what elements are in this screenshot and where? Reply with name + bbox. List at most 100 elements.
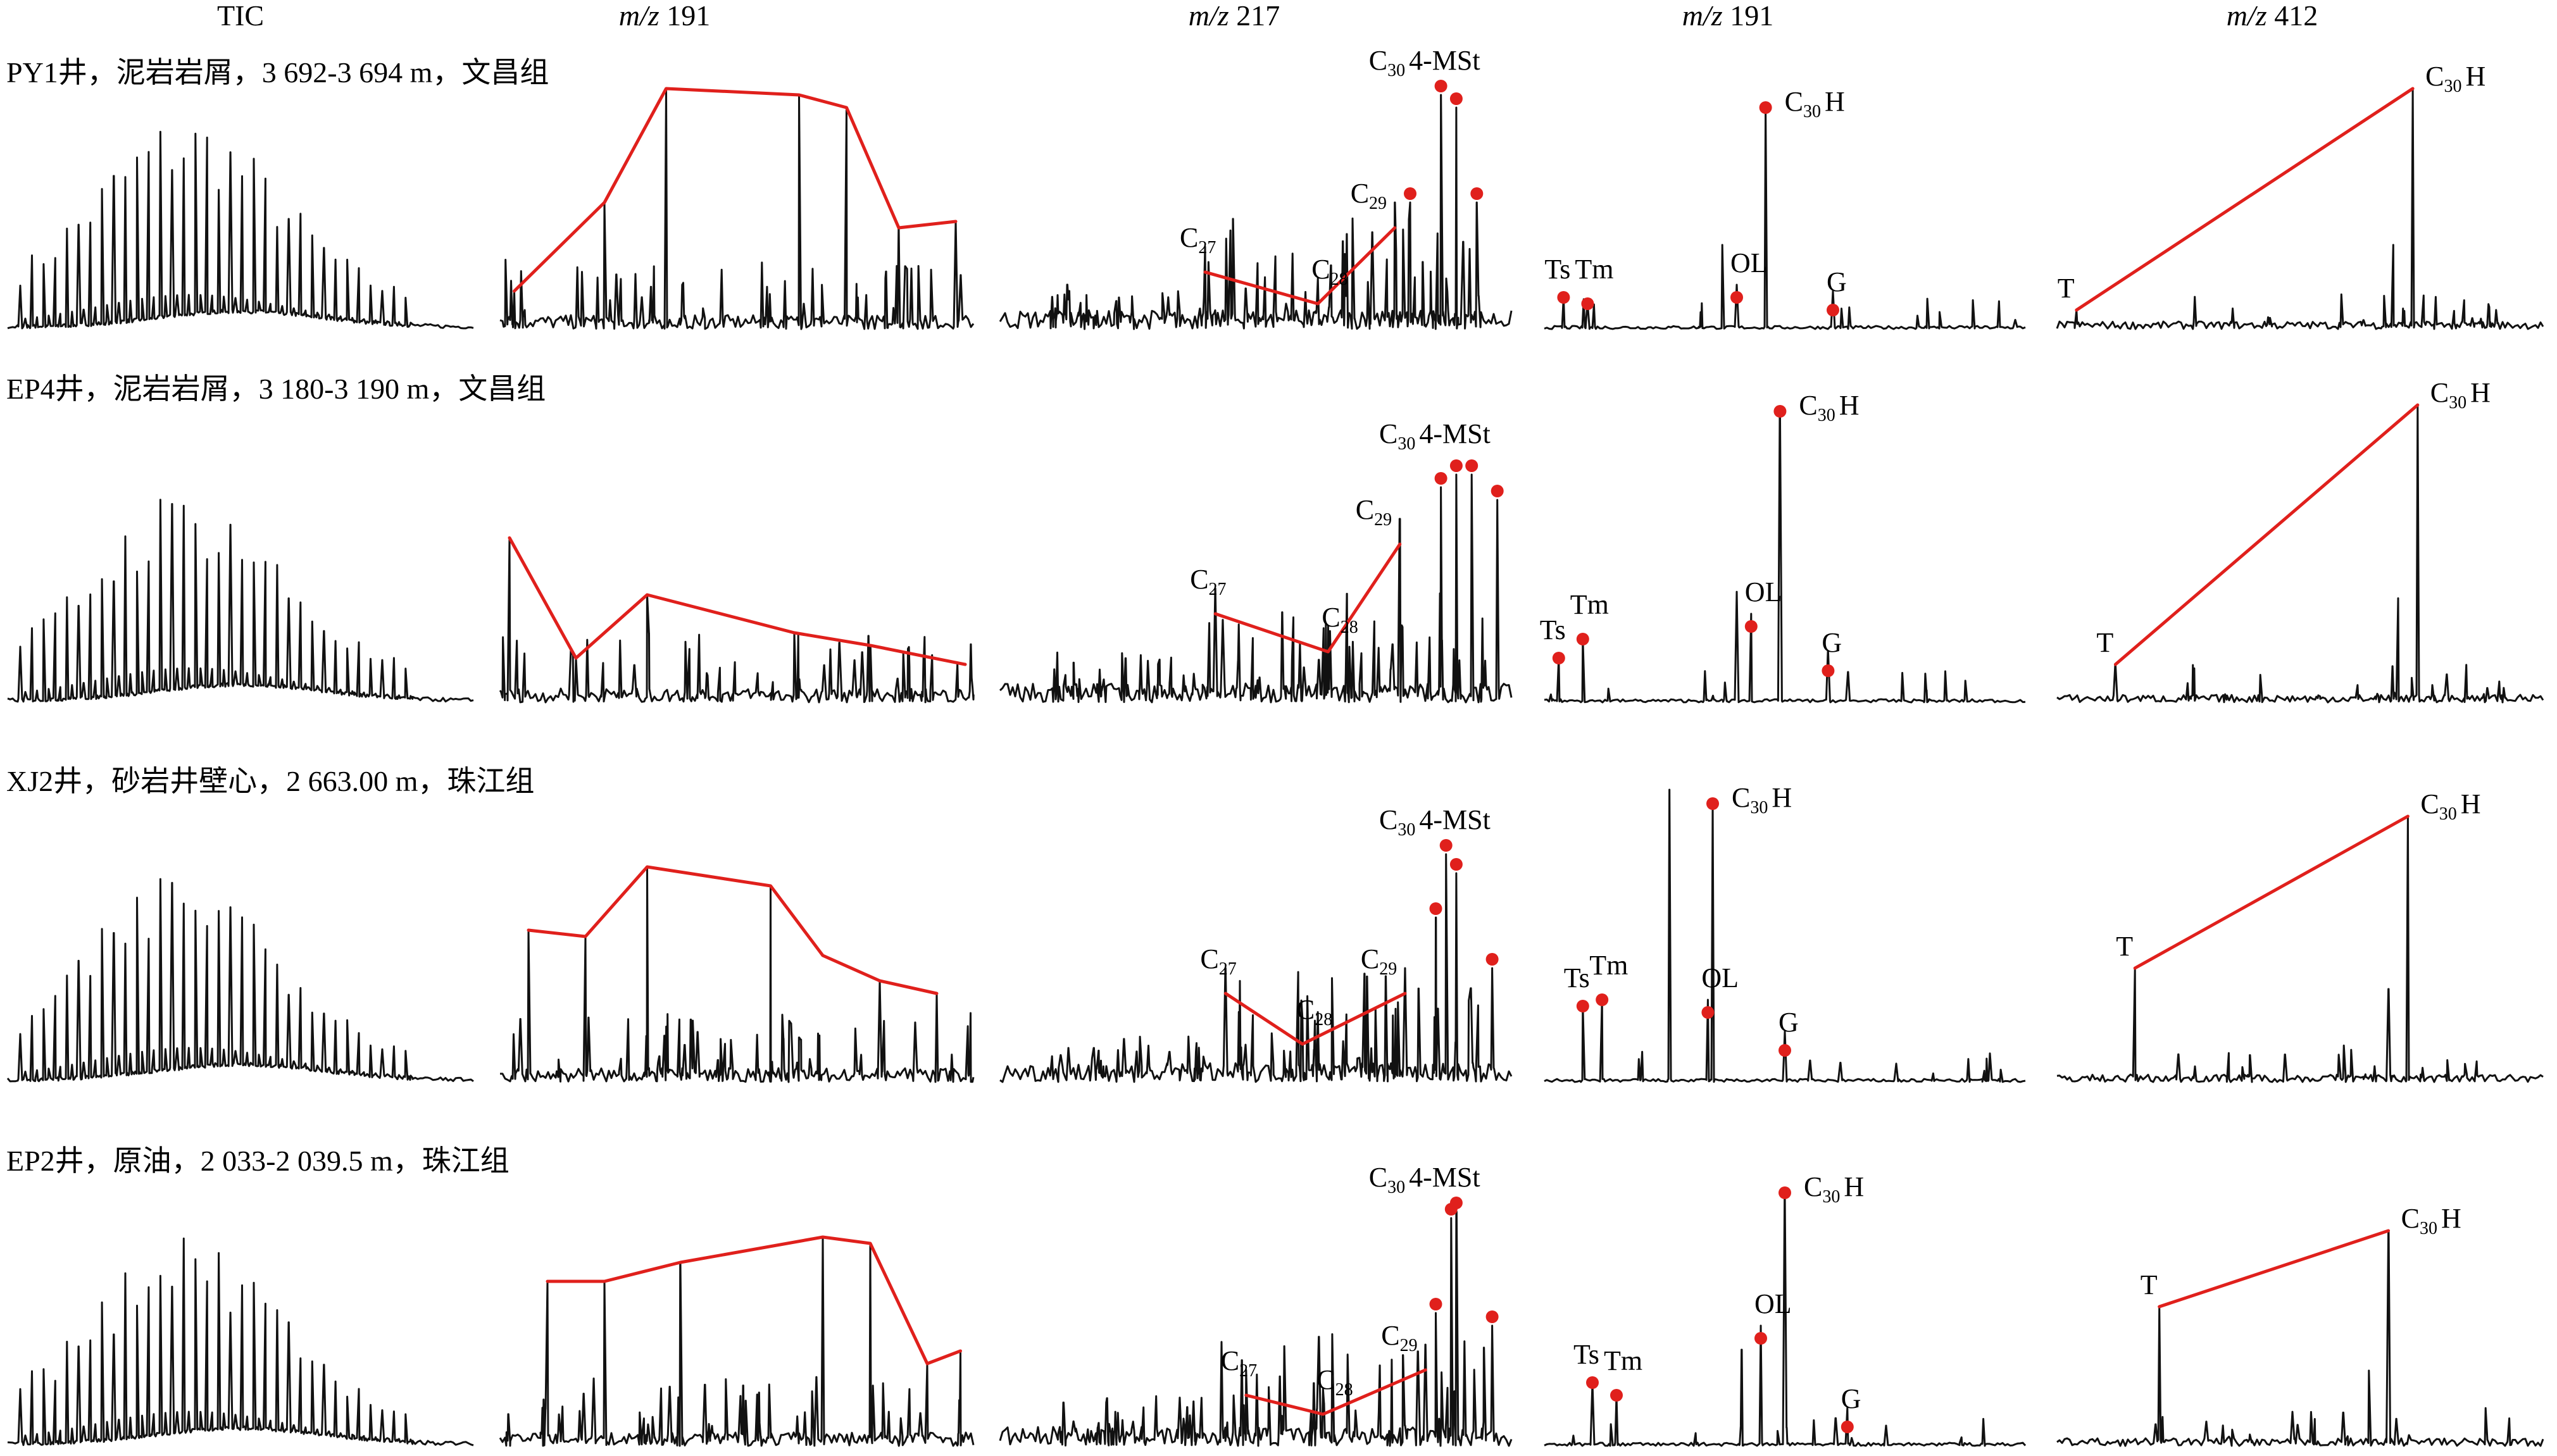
peak-label-c30h: C30 H [1732, 782, 1792, 818]
sterane-ternary-line [1223, 992, 1407, 1046]
peak-label-t: T [2058, 273, 2075, 304]
chromatogram-trace [500, 866, 975, 1083]
chromatogram-trace [999, 473, 1513, 704]
peak-marker [1552, 652, 1565, 664]
peak-marker [1586, 1376, 1599, 1389]
tricyclic-envelope-line [527, 865, 939, 995]
peak-label-t: T [2096, 627, 2113, 658]
t-c30h-line [2113, 403, 2420, 666]
t-c30h-line [2158, 1229, 2391, 1309]
panel-5: T C30 H [2056, 1203, 2544, 1447]
sample-row-3: XJ2井，砂岩井壁心，2 663.00 m，珠江组 C27 C28 C29 C30 4-M… [6, 765, 2544, 1083]
chromatogram-trace [499, 87, 975, 330]
peak-label-tm: Tm [1575, 254, 1613, 285]
t-c30h-line [2075, 87, 2415, 312]
peak-marker [1557, 291, 1570, 304]
peak-label-4-mst: C30 4-MSt [1369, 45, 1480, 80]
chromatogram-trace [2056, 404, 2544, 704]
panel-2 [500, 865, 975, 1083]
panel-2 [499, 536, 975, 704]
t-c30h-line [2133, 814, 2410, 970]
sample-label: EP2井，原油，2 033-2 039.5 m，珠江组 [6, 1145, 510, 1177]
peak-label-tm: Tm [1589, 950, 1628, 981]
chromatogram-trace [1544, 410, 2026, 704]
panel-2 [499, 87, 975, 330]
peak-label-c30h: C30 H [1804, 1171, 1864, 1207]
peak-marker [1744, 620, 1758, 633]
sterane-ternary-line [1203, 226, 1397, 306]
peak-marker [1434, 80, 1447, 92]
sterane-ternary-line [1244, 1368, 1427, 1416]
peak-label-c28: C28 [1311, 254, 1347, 289]
chromatogram-trace [7, 499, 474, 703]
chromatogram-trace [2056, 1229, 2544, 1447]
peak-label-c30h: C30 H [1785, 86, 1845, 121]
column-header-2: m/z 191 [619, 0, 710, 32]
peak-label-tm: Tm [1604, 1345, 1642, 1376]
peak-marker [1485, 1310, 1499, 1323]
peak-label-ol: OL [1754, 1288, 1792, 1319]
peak-marker [1404, 187, 1416, 200]
peak-label-g: G [1822, 627, 1842, 658]
peak-label-g: G [1779, 1007, 1799, 1038]
peak-marker [1754, 1332, 1767, 1345]
peak-marker [1706, 797, 1719, 810]
peak-label-c27: C27 [1190, 564, 1226, 599]
chromatogram-trace [1544, 788, 2026, 1083]
peak-label-c28: C28 [1316, 1364, 1353, 1400]
panel-5: T C30 H [2056, 377, 2544, 704]
peak-marker [1779, 1186, 1791, 1199]
peak-marker [1429, 902, 1442, 915]
chromatogram-trace [2056, 815, 2544, 1083]
peak-marker [1449, 92, 1463, 105]
peak-marker [1730, 291, 1743, 304]
peak-label-ol: OL [1745, 576, 1782, 607]
peak-marker [1485, 953, 1499, 966]
peak-label-ts: Ts [1540, 614, 1566, 645]
peak-label-c30h: C30 H [2401, 1203, 2461, 1238]
peak-label-4-mst: C30 4-MSt [1369, 1162, 1480, 1197]
peak-marker [1465, 459, 1479, 472]
chromatogram-trace [7, 130, 474, 330]
peak-label-c28: C28 [1322, 602, 1358, 637]
peak-label-tm: Tm [1570, 589, 1609, 620]
peak-marker [1610, 1389, 1623, 1402]
peak-marker [1581, 297, 1594, 310]
chromatogram-trace [1544, 1192, 2027, 1447]
panel-5: T C30 H [2056, 788, 2544, 1083]
chromatogram-trace [1544, 106, 2026, 330]
peak-marker [1434, 472, 1447, 485]
peak-marker [1596, 993, 1609, 1006]
column-header-3: m/z 217 [1189, 0, 1280, 32]
peak-marker [1449, 459, 1463, 472]
column-header-4: m/z 191 [1682, 0, 1773, 32]
peak-marker [1576, 633, 1589, 645]
tricyclic-envelope-line [508, 536, 967, 666]
peak-marker [1576, 1000, 1589, 1012]
peak-label-ts: Ts [1573, 1339, 1599, 1370]
sample-row-2: EP4井，泥岩岩屑，3 180-3 190 m，文昌组 C27 C28 C29 C30 4… [6, 373, 2544, 704]
peak-label-t: T [2116, 931, 2133, 962]
column-header-1: TIC [217, 0, 264, 32]
panel-1 [7, 1237, 474, 1447]
chromatogram-trace [6, 878, 474, 1083]
chromatogram-trace [999, 1210, 1513, 1447]
peak-marker [1759, 101, 1772, 114]
peak-label-4-mst: C30 4-MSt [1379, 418, 1491, 454]
peak-marker [1449, 1197, 1463, 1209]
column-header-5: m/z 412 [2227, 0, 2318, 32]
peak-label-c29: C29 [1361, 943, 1397, 979]
peak-marker [1827, 304, 1839, 316]
peak-label-c27: C27 [1221, 1345, 1257, 1381]
chromatogram-trace [499, 1236, 975, 1447]
peak-marker [1779, 1044, 1791, 1057]
panel-1 [7, 499, 474, 703]
